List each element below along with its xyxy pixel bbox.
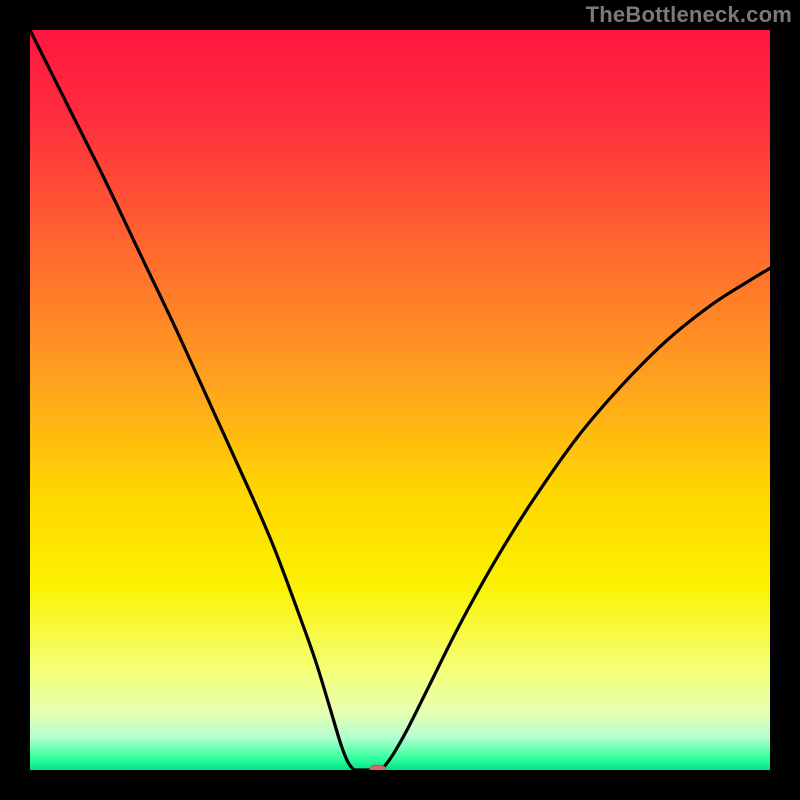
chart-svg <box>0 0 800 800</box>
stage: TheBottleneck.com <box>0 0 800 800</box>
gradient-background <box>30 30 770 770</box>
